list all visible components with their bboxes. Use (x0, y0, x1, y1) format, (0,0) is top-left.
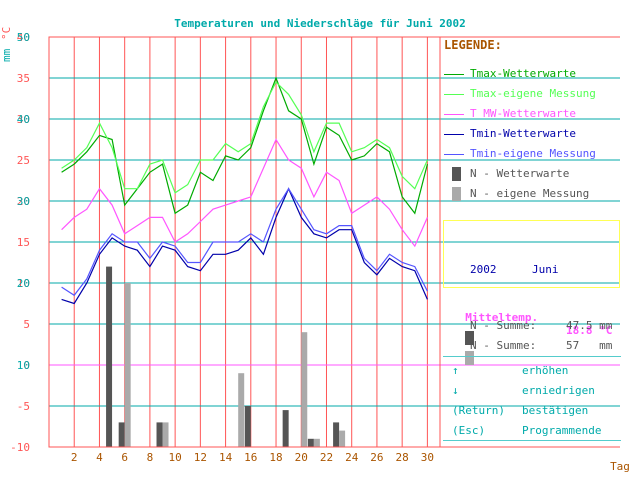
help-key-esc: (Esc) (452, 424, 486, 437)
legend-title: LEGENDE: (444, 38, 502, 52)
precip-tick-label: 30 (17, 195, 30, 208)
temp-tick-label: 20 (17, 195, 30, 208)
x-tick-label: 10 (169, 451, 182, 464)
precip-bar (301, 332, 308, 447)
x-tick-label: 2 (71, 451, 78, 464)
precip-sum-1-value: 47.5 mm (566, 319, 613, 332)
help-key-decrease: ↓ (452, 384, 459, 397)
help-action-exit[interactable]: Programmende (522, 424, 602, 437)
temp-tick-label: 35 (17, 72, 30, 85)
mean-temp-label: Mitteltemp. (465, 311, 539, 324)
x-tick-label: 16 (244, 451, 257, 464)
temp-tick-label: 30 (17, 113, 30, 126)
temp-tick-label: 40 (17, 31, 30, 44)
precip-axis-label: mm (0, 48, 13, 62)
x-tick-label: 28 (396, 451, 409, 464)
precip-sum-1-swatch (465, 331, 475, 345)
precip-sum-row-2: N - Summe: 57 mm (452, 338, 612, 391)
help-action-decrease[interactable]: erniedrigen (522, 384, 595, 397)
precip-bar (124, 283, 131, 447)
mean-temp-value: 18.8 °C (566, 324, 613, 337)
temp-tick-label: 25 (17, 154, 30, 167)
x-tick-label: 12 (194, 451, 207, 464)
help-key-increase: ↑ (452, 364, 459, 377)
precip-bar (307, 438, 314, 447)
legend-swatch (444, 74, 464, 75)
precip-bar (333, 422, 340, 447)
precip-bar (156, 422, 163, 447)
precip-bar (313, 438, 320, 447)
precip-sum-1-label: N - Summe: (470, 319, 537, 332)
precip-bar (282, 410, 289, 447)
x-axis-label: Tag (610, 460, 630, 473)
legend-label: N - Wetterwarte (470, 167, 570, 180)
x-tick-label: 6 (121, 451, 128, 464)
precip-tick-label: 40 (17, 113, 30, 126)
precip-bar (339, 430, 346, 447)
legend-label: Tmin-Wetterwarte (470, 127, 576, 140)
help-action-increase[interactable]: erhöhen (522, 364, 569, 377)
temp-tick-label: 5 (23, 318, 30, 331)
chart-title: Temperaturen und Niederschläge für Juni … (174, 17, 465, 30)
temperature-series-line (61, 187, 428, 305)
precip-bar (238, 373, 245, 447)
precip-tick-label: 50 (17, 31, 30, 44)
legend-swatch (444, 94, 464, 95)
temp-tick-label: 0 (23, 359, 30, 372)
legend-label: Tmin-eigene Messung (470, 147, 596, 160)
precip-bar (118, 422, 125, 447)
legend-label: Tmax-Wetterwarte (470, 67, 576, 80)
summary-separator (443, 356, 621, 357)
precip-tick-label: 20 (17, 277, 30, 290)
temperature-series-line (61, 81, 428, 194)
help-key-return: (Return) (452, 404, 505, 417)
temperature-series-line (61, 76, 428, 215)
temp-tick-label: -5 (17, 400, 30, 413)
legend-swatch (452, 167, 461, 181)
legend-label: N - eigene Messung (470, 187, 590, 200)
mean-temp-row: Mitteltemp. 18.8 °C (452, 298, 612, 337)
help-separator (443, 440, 621, 441)
temperature-series-line (61, 138, 428, 248)
temperature-series-line (61, 187, 428, 297)
legend-swatch (444, 134, 464, 135)
precip-sum-row-1: N - Summe: 47.5 mm (452, 318, 612, 371)
x-tick-label: 22 (320, 451, 333, 464)
precip-sum-2-swatch (465, 351, 475, 365)
help-action-confirm[interactable]: bestätigen (522, 404, 589, 417)
period-box: 2002 Juni (443, 220, 620, 288)
legend-swatch (444, 114, 464, 115)
precip-bar (244, 406, 251, 447)
temp-tick-label: -10 (10, 441, 30, 454)
x-tick-label: 26 (370, 451, 383, 464)
precip-bar (106, 266, 113, 447)
legend-label: T MW-Wetterwarte (470, 107, 576, 120)
precip-tick-label: 10 (17, 359, 30, 372)
x-tick-label: 14 (219, 451, 233, 464)
legend-swatch (444, 154, 464, 155)
legend-label: Tmax-eigene Messung (470, 87, 596, 100)
x-tick-label: 8 (147, 451, 154, 464)
period-month: Juni (532, 263, 559, 276)
precip-sum-2-value: 57 mm (566, 339, 613, 352)
temp-tick-label: 10 (17, 277, 30, 290)
x-tick-label: 4 (96, 451, 103, 464)
period-year: 2002 (470, 263, 497, 276)
temp-axis-label: °C (0, 27, 13, 40)
x-tick-label: 18 (269, 451, 282, 464)
legend-swatch (452, 187, 461, 201)
x-tick-label: 24 (345, 451, 359, 464)
x-tick-label: 30 (421, 451, 434, 464)
precip-bar (162, 422, 169, 447)
precip-sum-2-label: N - Summe: (470, 339, 537, 352)
temp-tick-label: 15 (17, 236, 30, 249)
x-tick-label: 20 (295, 451, 308, 464)
